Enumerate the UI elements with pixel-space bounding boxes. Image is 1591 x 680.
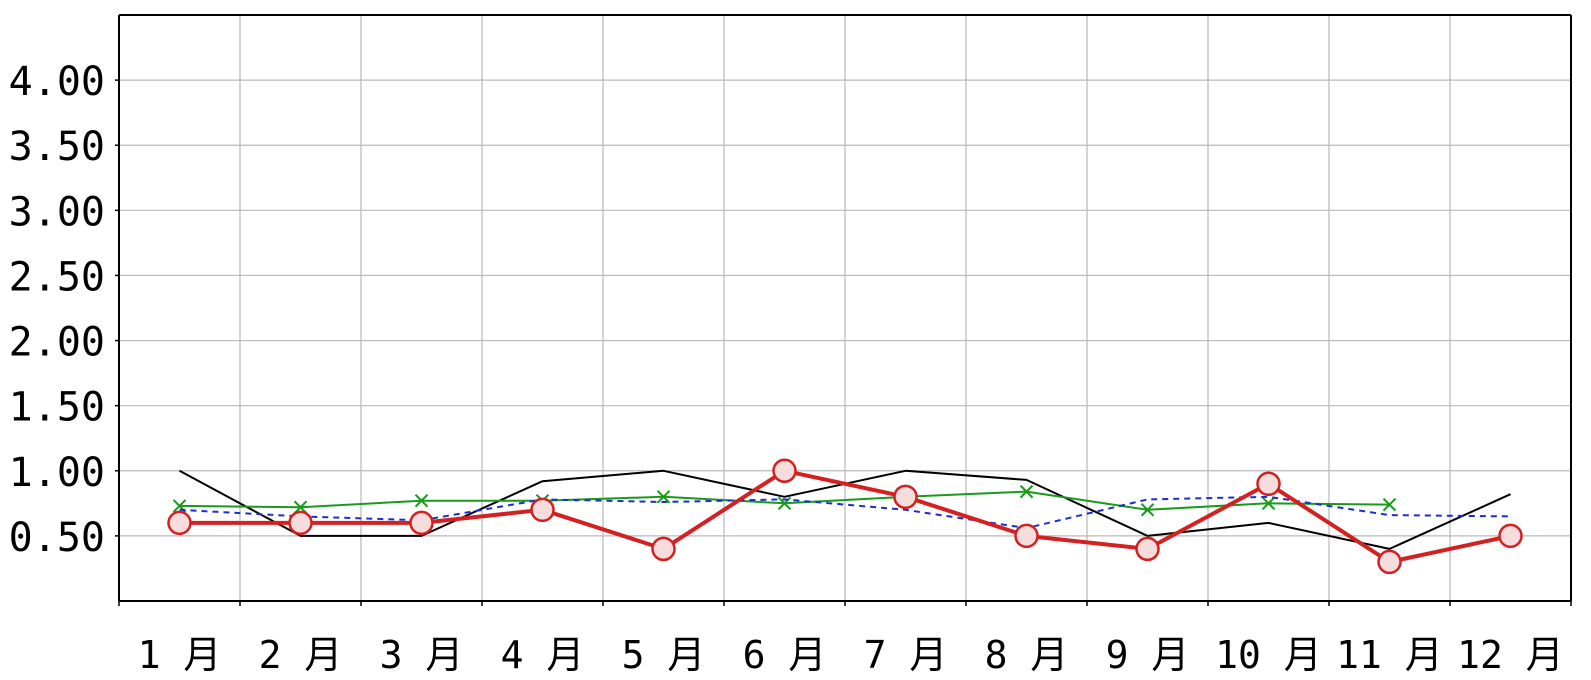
x-tick-label: 11 月: [1336, 633, 1443, 677]
data-point: [530, 497, 555, 523]
y-tick-label: 2.00: [9, 320, 105, 366]
y-tick-label: 4.00: [9, 59, 105, 105]
data-point: [651, 536, 676, 562]
series-line: [179, 495, 1511, 530]
y-tick-label: 3.00: [9, 189, 105, 235]
data-point-stroke: [1140, 503, 1155, 517]
data-point: [1256, 471, 1281, 497]
data-point: [1140, 503, 1155, 517]
data-point: [1377, 549, 1402, 575]
x-tick-label: 8 月: [985, 633, 1069, 677]
data-point: [656, 490, 671, 504]
data-point-stroke: [293, 500, 308, 514]
x-tick-label: 12 月: [1457, 633, 1564, 677]
data-point: [167, 510, 192, 536]
x-tick-label: 2 月: [259, 633, 343, 677]
y-tick-label: 1.50: [9, 385, 105, 431]
data-point: [1498, 523, 1523, 549]
data-point: [893, 484, 918, 510]
data-point-stroke: [1261, 496, 1276, 511]
data-point-stroke: [1019, 484, 1034, 499]
data-point: [414, 494, 429, 508]
data-point: [1382, 497, 1397, 512]
y-tick-label: 3.50: [9, 124, 105, 170]
x-tick-label: 6 月: [743, 633, 827, 677]
data-point: [1019, 484, 1034, 499]
y-tick-label: 0.50: [9, 515, 105, 561]
data-point: [288, 510, 313, 536]
x-tick-label: 4 月: [501, 633, 585, 677]
data-point: [777, 496, 792, 511]
data-point-stroke: [414, 494, 429, 508]
x-tick-label: 7 月: [864, 633, 948, 677]
data-point-stroke: [777, 496, 792, 511]
series-line: [179, 468, 1511, 564]
data-point: [1135, 536, 1160, 562]
data-point: [409, 510, 434, 536]
data-point: [1014, 523, 1039, 549]
data-point-stroke: [656, 490, 671, 504]
data-point: [293, 500, 308, 514]
data-point: [1261, 496, 1276, 511]
data-point-stroke: [1382, 497, 1397, 512]
y-tick-label: 1.00: [9, 450, 105, 496]
x-tick-label: 1 月: [138, 633, 222, 677]
x-tick-label: 5 月: [622, 633, 706, 677]
x-tick-label: 9 月: [1106, 633, 1190, 677]
data-point: [772, 458, 797, 484]
x-tick-label: 3 月: [380, 633, 464, 677]
data-point-stroke: [172, 499, 187, 513]
y-tick-label: 2.50: [9, 254, 105, 300]
x-tick-label: 10 月: [1215, 633, 1322, 677]
